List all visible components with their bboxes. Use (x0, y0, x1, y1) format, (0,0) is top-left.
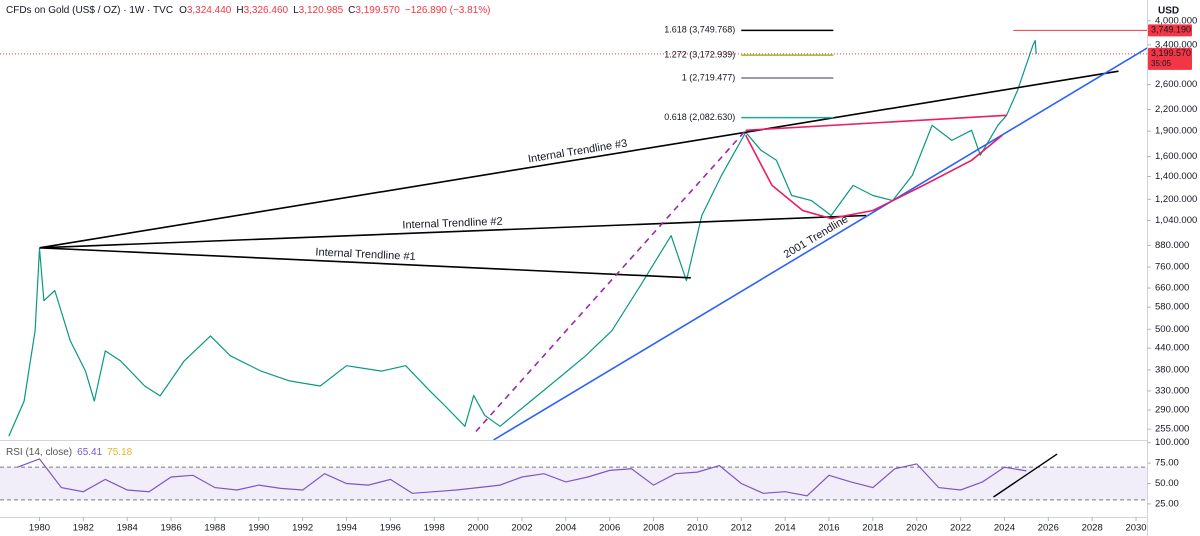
price-axis-bg (1147, 0, 1200, 536)
trendline (475, 129, 747, 433)
axes: 255.000 290.000 330.000 380.000 440.000 500.0… (29, 15, 1197, 533)
y-tick-label: 500.000 (1155, 324, 1189, 335)
x-tick-label: 2022 (950, 523, 971, 534)
unit: USD (1158, 6, 1179, 17)
x-tick-label: 1986 (160, 523, 181, 534)
ohlc-value: 3,199.570 (355, 5, 400, 16)
rsi-trendline (993, 453, 1058, 498)
rsi-pane (0, 453, 1147, 501)
fib-label: 1.272 (3,172.939) (664, 49, 735, 59)
x-tick-label: 2030 (1125, 523, 1146, 534)
trendline (745, 114, 1007, 132)
x-tick-label: 1988 (204, 523, 225, 534)
x-tick-label: 1996 (380, 523, 401, 534)
change: −126.890 (−3.81%) (405, 5, 491, 16)
y-tick-label: 25.00 (1155, 498, 1179, 509)
y-tick-label: 1,400.000 (1155, 171, 1197, 182)
ohlc-value: 3,324.440 (187, 5, 232, 16)
ohlc-key: C (348, 5, 355, 16)
y-tick-label: 580.000 (1155, 302, 1189, 313)
price-label: 3,749.190 (1151, 25, 1191, 35)
fib-label: 1.618 (3,749.768) (664, 25, 735, 35)
rsi-reading: 75.18 (107, 447, 132, 458)
y-tick-label: 660.000 (1155, 283, 1189, 294)
price-label-box (1148, 47, 1192, 70)
symbol: CFDs on Gold (US$ / OZ) · 1W · TVC (6, 5, 173, 16)
trendline-label: 2001 Trendline (782, 213, 851, 261)
y-tick-label: 1,200.000 (1155, 194, 1197, 205)
x-tick-label: 2002 (511, 523, 532, 534)
x-tick-label: 2024 (994, 523, 1015, 534)
y-tick-label: 760.000 (1155, 262, 1189, 273)
y-tick-label: 75.00 (1155, 458, 1179, 469)
y-tick-label: 440.000 (1155, 343, 1189, 354)
y-tick-label: 1,040.000 (1155, 215, 1197, 226)
fib-label: 1 (2,719.477) (682, 72, 736, 82)
y-tick-label: 1,900.000 (1155, 126, 1197, 137)
y-tick-label: 380.000 (1155, 364, 1189, 375)
x-tick-label: 2004 (555, 523, 576, 534)
x-tick-label: 1990 (248, 523, 269, 534)
rsi-reading: 65.41 (77, 447, 102, 458)
ohlc-value: 3,326.460 (244, 5, 289, 16)
x-tick-label: 2006 (599, 523, 620, 534)
x-tick-label: 1984 (117, 523, 138, 534)
x-tick-label: 1994 (336, 523, 357, 534)
trendline-label: Internal Trendline #1 (315, 246, 416, 263)
ohlc-key: H (236, 5, 243, 16)
ohlc-key: O (179, 5, 187, 16)
rsi-title: RSI (14, close) (6, 447, 72, 458)
price-line (8, 39, 1037, 437)
trendline (39, 70, 1119, 249)
rsi-line (17, 458, 1027, 497)
y-tick-label: 330.000 (1155, 385, 1189, 396)
trendline-label: Internal Trendline #3 (527, 137, 628, 165)
y-tick-label: 880.000 (1155, 240, 1189, 251)
x-tick-label: 2018 (862, 523, 883, 534)
y-tick-label: 255.000 (1155, 424, 1189, 435)
x-tick-label: 2028 (1082, 523, 1103, 534)
trendline (744, 134, 1003, 220)
trendline (39, 247, 691, 279)
y-tick-label: 3,400.000 (1155, 39, 1197, 50)
rsi-header: RSI (14, close) 65.41 75.18 (6, 447, 133, 458)
price-label: 3,199.570 (1151, 48, 1191, 58)
x-tick-label: 2008 (643, 523, 664, 534)
y-tick-label: 2,600.000 (1155, 79, 1197, 90)
x-tick-label: 1992 (292, 523, 313, 534)
trendline (493, 47, 1147, 440)
y-tick-label: 100.000 (1155, 437, 1189, 448)
price-label-box (1148, 24, 1192, 37)
y-tick-label: 290.000 (1155, 405, 1189, 416)
trendline-label: Internal Trendline #2 (402, 216, 503, 232)
y-tick-label: 1,600.000 (1155, 151, 1197, 162)
rsi-band (0, 467, 1147, 500)
trendline (39, 214, 867, 249)
price-pane: Internal Trendline #1 Internal Trendline … (0, 25, 1147, 440)
fib-label: 0.618 (2,082.630) (664, 112, 735, 122)
x-tick-label: 2020 (906, 523, 927, 534)
x-tick-label: 2016 (818, 523, 839, 534)
x-tick-label: 2012 (731, 523, 752, 534)
legend-header: CFDs on Gold (US$ / OZ) · 1W · TVC O3,324… (6, 5, 491, 16)
y-tick-label: 50.00 (1155, 478, 1179, 489)
y-tick-label: 4,000.000 (1155, 15, 1197, 26)
countdown: 35:05 (1151, 59, 1172, 68)
x-tick-label: 2010 (687, 523, 708, 534)
x-tick-label: 1980 (29, 523, 50, 534)
ohlc-value: 3,120.985 (299, 5, 344, 16)
x-tick-label: 1998 (424, 523, 445, 534)
ohlc-key: L (293, 5, 299, 16)
x-tick-label: 2014 (775, 523, 796, 534)
x-tick-label: 1982 (73, 523, 94, 534)
y-tick-label: 2,200.000 (1155, 104, 1197, 115)
x-tick-label: 2000 (468, 523, 489, 534)
x-tick-label: 2026 (1038, 523, 1059, 534)
